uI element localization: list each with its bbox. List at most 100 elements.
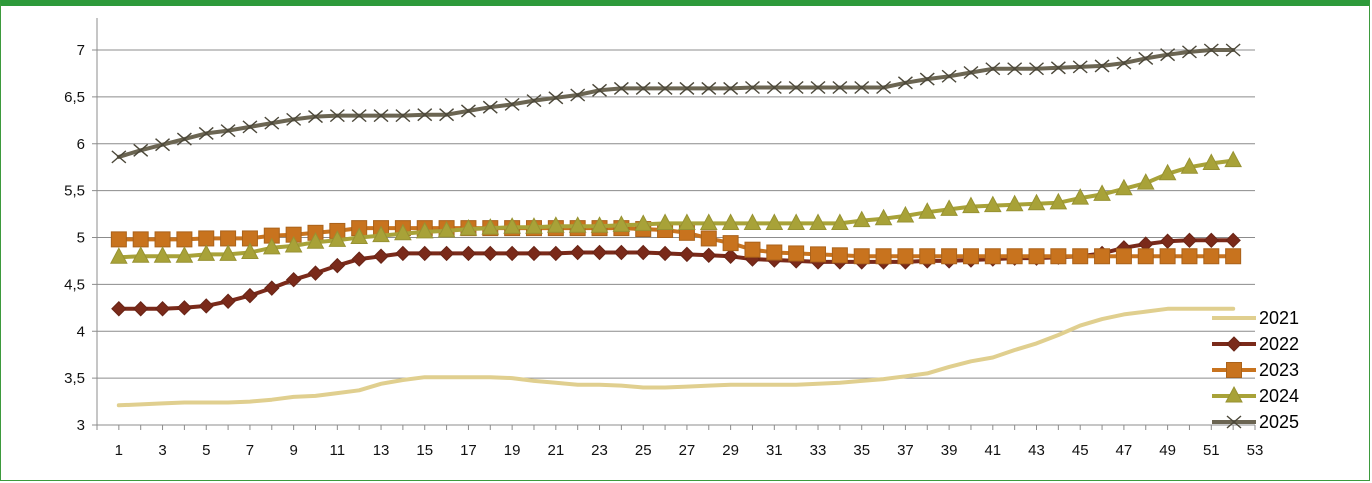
x-marker (373, 109, 389, 123)
diamond-marker (176, 300, 193, 316)
triangle-marker (546, 216, 565, 233)
legend-item-2023: 2023 (1212, 360, 1299, 380)
triangle-marker (1202, 153, 1221, 170)
triangle-marker (1093, 184, 1111, 201)
y-axis-tick-labels: 3 3,5 4 4,5 5 5,5 6 6,5 7 (64, 42, 85, 434)
square-marker (1159, 248, 1176, 265)
y-tick-label: 4,5 (64, 276, 85, 293)
triangle-marker (262, 237, 281, 255)
diamond-marker (722, 248, 739, 264)
diamond-marker (285, 271, 302, 288)
square-marker (831, 247, 848, 264)
diamond-marker (373, 248, 389, 264)
diamond-marker (1203, 232, 1220, 249)
square-marker (1006, 248, 1023, 265)
x-marker (286, 112, 302, 126)
x-tick-label: 19 (504, 442, 521, 459)
y-tick-label: 7 (77, 42, 85, 59)
diamond-marker (307, 265, 324, 281)
x-tick-label: 37 (897, 442, 914, 459)
series-layer (110, 43, 1242, 408)
triangle-marker (394, 223, 412, 241)
diamond-marker (351, 251, 367, 267)
x-marker (417, 108, 433, 122)
x-marker (133, 143, 149, 157)
x-tick-label: 49 (1159, 442, 1176, 459)
triangle-marker (306, 232, 325, 249)
y-tick-label: 6 (77, 136, 85, 153)
x-marker (832, 80, 848, 95)
y-tick-label: 5 (77, 230, 85, 247)
x-tick-label: 47 (1116, 442, 1133, 459)
square-marker (810, 246, 827, 263)
x-marker (264, 116, 280, 130)
x-marker (329, 109, 345, 123)
series-2023 (110, 220, 1242, 265)
legend: 2021 2022 2023 2024 2025 (1212, 308, 1299, 432)
triangle-marker (809, 213, 827, 230)
triangle-marker (284, 235, 303, 253)
legend-label: 2023 (1259, 360, 1299, 380)
x-marker (1050, 61, 1066, 75)
triangle-marker (634, 214, 653, 231)
triangle-marker (568, 216, 587, 233)
y-tick-label: 3 (77, 417, 85, 434)
triangle-marker (852, 210, 871, 228)
x-marker (155, 138, 171, 152)
series-line (116, 158, 1236, 260)
square-marker (941, 248, 958, 265)
square-marker (788, 245, 805, 262)
triangle-marker (110, 247, 128, 264)
grid-lines (97, 49, 1255, 379)
x-marker (1203, 43, 1219, 57)
x-marker (810, 80, 826, 95)
diamond-marker (417, 245, 433, 262)
x-marker (198, 126, 214, 140)
x-tick-label: 17 (460, 442, 477, 459)
x-tick-label: 33 (810, 442, 827, 459)
triangle-marker (372, 225, 390, 243)
x-tick-label: 27 (679, 442, 696, 459)
triangle-marker (918, 202, 937, 219)
triangle-marker (940, 199, 958, 216)
x-marker (679, 81, 695, 95)
diamond-marker (329, 257, 346, 274)
x-marker (1116, 56, 1132, 70)
square-marker (1028, 248, 1045, 265)
x-marker (1029, 62, 1044, 76)
triangle-marker (1224, 150, 1242, 168)
diamond-marker (395, 245, 411, 262)
y-tick-label: 4 (77, 323, 85, 340)
x-tick-label: 7 (246, 442, 254, 459)
square-marker (1181, 248, 1198, 265)
triangle-marker (350, 227, 369, 244)
diamond-marker (635, 244, 651, 261)
x-marker (963, 65, 979, 80)
square-marker (1203, 248, 1220, 265)
diamond-marker (111, 301, 127, 317)
triangle-marker (1005, 194, 1024, 212)
x-marker (788, 80, 804, 95)
legend-label: 2024 (1259, 386, 1299, 406)
triangle-marker (437, 220, 456, 238)
x-tick-label: 45 (1072, 442, 1089, 459)
series-2025 (111, 43, 1241, 164)
triangle-marker (743, 213, 762, 230)
square-marker (766, 244, 783, 261)
x-marker (460, 104, 476, 118)
series-line (116, 48, 1236, 159)
legend-item-2022: 2022 (1212, 334, 1299, 354)
x-tick-label: 41 (984, 442, 1001, 459)
triangle-marker (481, 218, 500, 235)
diamond-marker (679, 246, 695, 263)
x-marker (1094, 59, 1110, 73)
x-marker (1007, 62, 1023, 76)
diamond-marker (198, 298, 214, 314)
square-marker (1225, 248, 1242, 265)
square-marker (722, 235, 739, 252)
triangle-marker (896, 205, 915, 223)
square-marker (1226, 362, 1242, 378)
square-marker (1072, 248, 1089, 265)
x-tick-label: 21 (547, 442, 564, 459)
x-marker (635, 81, 651, 95)
